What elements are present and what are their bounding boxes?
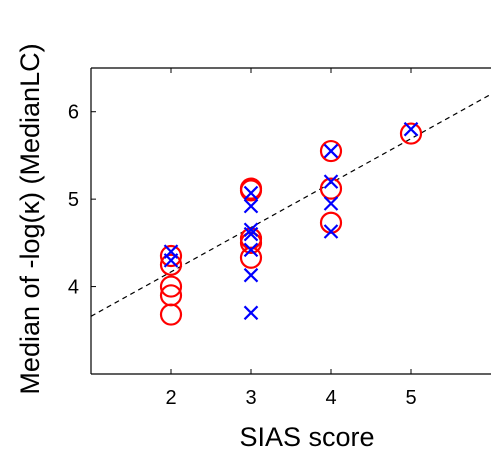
y-axis-label: Median of -log(κ) (MedianLC) <box>15 43 45 394</box>
x-tick-label: 2 <box>165 387 176 409</box>
x-marker <box>243 185 259 201</box>
x-tick-label: 3 <box>245 387 256 409</box>
circle-marker <box>239 246 263 269</box>
fit-line <box>90 93 491 317</box>
x-marker <box>323 143 339 159</box>
x-marker <box>323 224 339 239</box>
x-marker <box>403 121 419 137</box>
x-marker <box>243 222 259 238</box>
x-tick-label: 5 <box>405 387 416 409</box>
circle-marker <box>239 179 263 202</box>
x-marker <box>163 253 179 268</box>
x-marker <box>243 305 259 321</box>
x-axis-label: SIAS score <box>239 422 374 451</box>
circle-marker <box>159 284 183 307</box>
circle-marker <box>239 227 263 250</box>
y-tick-label: 4 <box>68 277 79 299</box>
y-tick-label: 5 <box>68 189 79 211</box>
circle-marker <box>319 211 343 234</box>
x-marker <box>323 196 339 211</box>
x-marker <box>243 242 259 258</box>
x-marker <box>243 198 259 214</box>
circle-marker <box>399 122 423 145</box>
y-tick-label: 6 <box>68 102 79 124</box>
x-marker <box>243 267 259 283</box>
plot-area: 2 3 4 5 4 5 6 <box>68 67 491 409</box>
x-marker <box>323 174 339 189</box>
x-tick-label: 4 <box>325 387 336 409</box>
circle-marker <box>239 177 263 200</box>
circle-marker <box>159 244 183 268</box>
circle-marker <box>159 275 183 298</box>
circle-marker <box>159 303 183 326</box>
circle-marker <box>159 253 183 276</box>
x-marker <box>243 226 259 242</box>
circle-marker <box>319 177 343 200</box>
circle-marker <box>319 139 343 163</box>
